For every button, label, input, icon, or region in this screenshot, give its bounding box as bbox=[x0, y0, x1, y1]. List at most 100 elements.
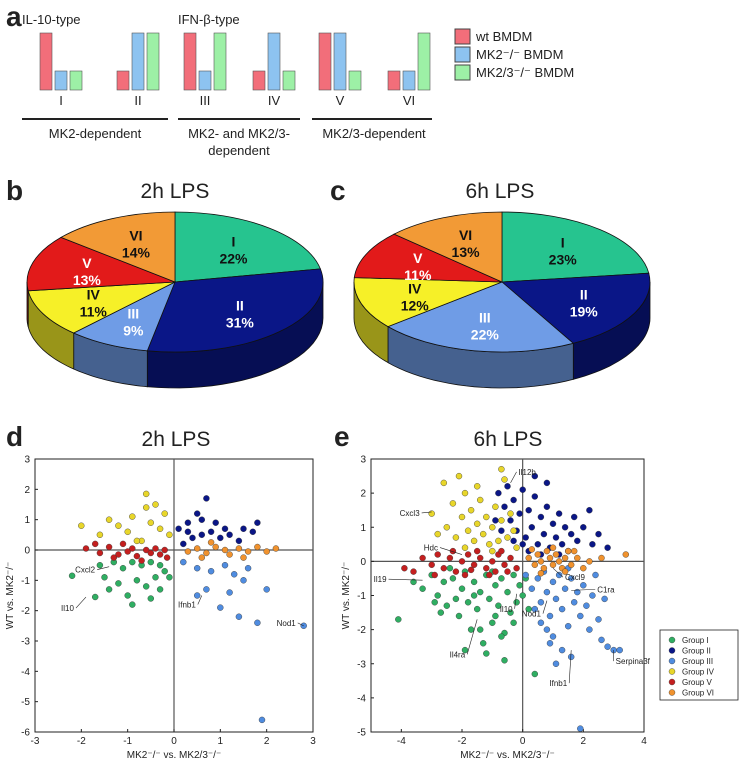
pie-label-IV: IV bbox=[408, 280, 422, 296]
scatter-point-group-ii bbox=[555, 510, 563, 517]
scatter-point-group-iv bbox=[489, 524, 496, 531]
gene-label: Cxcl2 bbox=[75, 566, 96, 575]
x-tick-label: 2 bbox=[264, 736, 270, 747]
scatter-point-group-iv bbox=[161, 510, 168, 517]
scatter-point-group-i bbox=[458, 585, 466, 592]
bar-legend: wt BMDM MK2⁻/⁻ BMDM MK2/3⁻/⁻ BMDM bbox=[454, 28, 574, 81]
scatter-point-group-i bbox=[489, 619, 496, 626]
scatter-point-group-iv bbox=[443, 524, 450, 531]
schematic-bar-I-2 bbox=[54, 70, 68, 91]
legend-marker-group-i bbox=[668, 636, 676, 644]
gene-label: Cxcl9 bbox=[565, 573, 586, 582]
scatter-point-group-v bbox=[410, 568, 417, 575]
scatter-point-group-vi bbox=[537, 558, 545, 565]
scatter-point-group-ii bbox=[507, 517, 514, 524]
scatter-point-group-ii bbox=[212, 519, 219, 526]
pie-slice-IV bbox=[353, 277, 503, 328]
scatter-point-group-vi bbox=[235, 545, 243, 552]
gene-label: Nod1 bbox=[522, 610, 542, 619]
scatter-point-group-iii bbox=[574, 588, 581, 596]
y-tick-label: 3 bbox=[360, 455, 366, 466]
scatter-point-group-vi bbox=[226, 551, 233, 558]
scatter-point-group-ii bbox=[531, 472, 538, 480]
scatter-point-group-ii bbox=[549, 520, 557, 527]
scatter-point-group-ii bbox=[537, 513, 545, 521]
scatter-point-group-ii bbox=[189, 534, 196, 542]
scatter-point-group-vi bbox=[537, 570, 545, 577]
y-tick-label: 1 bbox=[360, 523, 366, 534]
scatter-point-group-vi bbox=[254, 543, 261, 551]
scatter-point-group-vi bbox=[193, 545, 201, 552]
scatter-point-group-vi bbox=[207, 539, 215, 546]
y-tick-label: -5 bbox=[357, 728, 366, 739]
scatter-point-group-v bbox=[105, 543, 113, 551]
scatter-point-group-iv bbox=[474, 520, 481, 527]
scatter-point-group-i bbox=[477, 588, 484, 596]
pie-label-II: II bbox=[580, 287, 588, 303]
legend-swatch-mk2 bbox=[454, 46, 471, 63]
legend-marker-group-iii bbox=[668, 657, 676, 665]
x-tick-label: -1 bbox=[123, 736, 132, 747]
scatter-point-group-v bbox=[513, 565, 520, 572]
scatter-point-group-vi bbox=[571, 547, 578, 555]
scatter-point-group-v bbox=[470, 561, 478, 568]
group-label-mk23-dependent: MK2/3-dependent bbox=[322, 126, 426, 141]
roman-II: II bbox=[134, 93, 141, 108]
x-tick-label: 0 bbox=[171, 736, 177, 747]
scatter-point-group-vi bbox=[574, 554, 581, 562]
x-axis-label: MK2⁻/⁻ vs. MK2/3⁻/⁻ bbox=[127, 750, 221, 760]
scatter-point-group-i bbox=[519, 592, 526, 599]
scatter-point-group-iv bbox=[486, 541, 493, 548]
scatter-point-group-v bbox=[428, 561, 435, 568]
scatter-point-group-ii bbox=[240, 525, 247, 532]
scatter-point-group-iii bbox=[549, 578, 557, 586]
scatter-point-group-i bbox=[470, 578, 478, 586]
scatter-point-group-v bbox=[461, 571, 469, 579]
scatter-point-group-ii bbox=[558, 541, 566, 548]
annotation-leader bbox=[197, 595, 203, 605]
pie-slice-VI bbox=[60, 211, 176, 283]
scatter-point-group-i bbox=[133, 577, 141, 584]
scatter-point-group-iii bbox=[537, 619, 545, 626]
scatter-point-group-ii bbox=[519, 486, 526, 493]
scatter-point-group-iii bbox=[244, 565, 252, 572]
schematic-bar-III-2 bbox=[198, 70, 212, 91]
legend-marker-group-iv bbox=[668, 668, 676, 675]
scatter-point-group-iii bbox=[616, 646, 623, 654]
scatter-point-group-iii bbox=[235, 613, 243, 620]
panel-e: e 6h LPS -4 -2 0 2 4 -5 -4 -3 -2 -1 0 1 2 3 MK2⁻/⁻ vs.… bbox=[334, 421, 739, 760]
scatter-point-group-ii bbox=[495, 489, 502, 497]
scatter-point-group-i bbox=[119, 565, 127, 572]
schematic-bar-VI-2 bbox=[402, 70, 416, 91]
scatter-point-group-i bbox=[516, 582, 523, 589]
scatter-point-group-ii bbox=[184, 519, 192, 526]
scatter-point-group-ii bbox=[604, 544, 611, 551]
scatter-point-group-vi bbox=[565, 547, 572, 555]
scatter-point-group-v bbox=[82, 545, 90, 552]
legend-label-group-ii: Group II bbox=[682, 647, 711, 656]
scatter-point-group-ii bbox=[207, 528, 215, 535]
gene-label: Il19 bbox=[374, 575, 387, 584]
scatter-point-group-i bbox=[395, 616, 402, 623]
scatter-point-group-ii bbox=[492, 517, 499, 524]
scatter-point-group-v bbox=[464, 551, 472, 558]
scatter-point-group-i bbox=[431, 599, 438, 606]
schematic-bar-V-1 bbox=[318, 32, 332, 91]
scatter-point-group-vi bbox=[198, 554, 206, 561]
scatter-point-group-iii bbox=[263, 586, 270, 593]
schematic-bar-II-2 bbox=[131, 32, 145, 91]
scatter-point-group-i bbox=[449, 575, 457, 582]
scatter-point-group-v bbox=[434, 551, 441, 558]
scatter-point-group-v bbox=[96, 549, 104, 557]
scatter-point-group-i bbox=[129, 558, 136, 566]
scatter-point-group-ii bbox=[501, 503, 508, 510]
y-tick-label: 3 bbox=[24, 455, 30, 466]
annotation-leader bbox=[75, 596, 87, 609]
scatter-point-group-iii bbox=[580, 582, 587, 589]
pie-label-V: V bbox=[82, 255, 92, 271]
y-tick-label: 0 bbox=[24, 546, 30, 557]
scatter-point-group-v bbox=[401, 565, 408, 572]
schematic-bars bbox=[39, 32, 431, 91]
scatter-point-group-v bbox=[119, 540, 127, 548]
scatter-point-group-iii bbox=[543, 626, 551, 633]
